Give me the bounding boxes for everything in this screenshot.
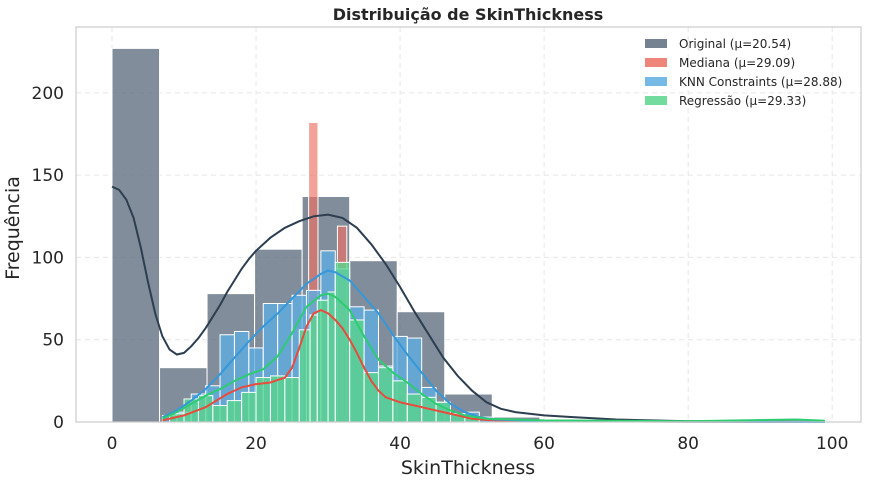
legend-swatch <box>645 58 667 67</box>
kde-curve <box>161 292 826 423</box>
histogram-bar <box>334 261 351 423</box>
plot-frame <box>75 26 862 423</box>
x-tick-label: 0 <box>107 434 118 454</box>
histogram-bar <box>377 367 394 423</box>
chart-title: Distribuição de SkinThickness <box>333 5 604 24</box>
x-axis-label: SkinThickness <box>401 457 535 479</box>
histogram-bar <box>406 393 423 423</box>
y-tick-label: 100 <box>32 248 64 268</box>
legend-label: KNN Constraints (μ=28.88) <box>679 75 842 89</box>
histogram-bar <box>226 400 243 423</box>
y-tick-label: 50 <box>42 331 64 351</box>
x-tick-label: 80 <box>677 434 699 454</box>
kde-curve <box>161 269 826 423</box>
legend-swatch <box>645 39 667 48</box>
x-tick-label: 60 <box>533 434 555 454</box>
kde-curves <box>111 185 826 423</box>
kde-curve <box>111 185 826 423</box>
legend-label: Regressão (μ=29.33) <box>679 94 806 108</box>
legend: Original (μ=20.54) Mediana (μ=29.09) KNN C… <box>645 37 842 108</box>
histogram-bar <box>241 391 257 423</box>
y-axis-label: Frequência <box>2 176 24 280</box>
kde-curve <box>162 308 826 423</box>
legend-swatch <box>645 77 667 86</box>
x-tick-label: 20 <box>245 434 267 454</box>
histogram-bar <box>349 319 365 423</box>
histogram-bar <box>269 375 286 423</box>
histogram-bar <box>111 47 161 423</box>
x-tick-label: 100 <box>816 434 848 454</box>
y-tick-label: 150 <box>32 166 64 186</box>
histogram-bar <box>327 291 336 423</box>
legend-swatch <box>645 96 667 105</box>
x-axis-ticks: 0 20 40 60 80 100 <box>107 434 849 454</box>
y-tick-label: 0 <box>53 413 64 433</box>
y-tick-label: 200 <box>32 84 64 104</box>
histogram-bar <box>316 299 329 423</box>
x-tick-label: 40 <box>389 434 411 454</box>
y-axis-ticks: 0 50 100 150 200 <box>32 84 64 433</box>
histogram-bar <box>284 377 300 423</box>
histogram-bar <box>212 405 228 423</box>
histogram-bar <box>309 314 318 423</box>
legend-label: Mediana (μ=29.09) <box>679 56 795 70</box>
legend-label: Original (μ=20.54) <box>679 37 791 51</box>
